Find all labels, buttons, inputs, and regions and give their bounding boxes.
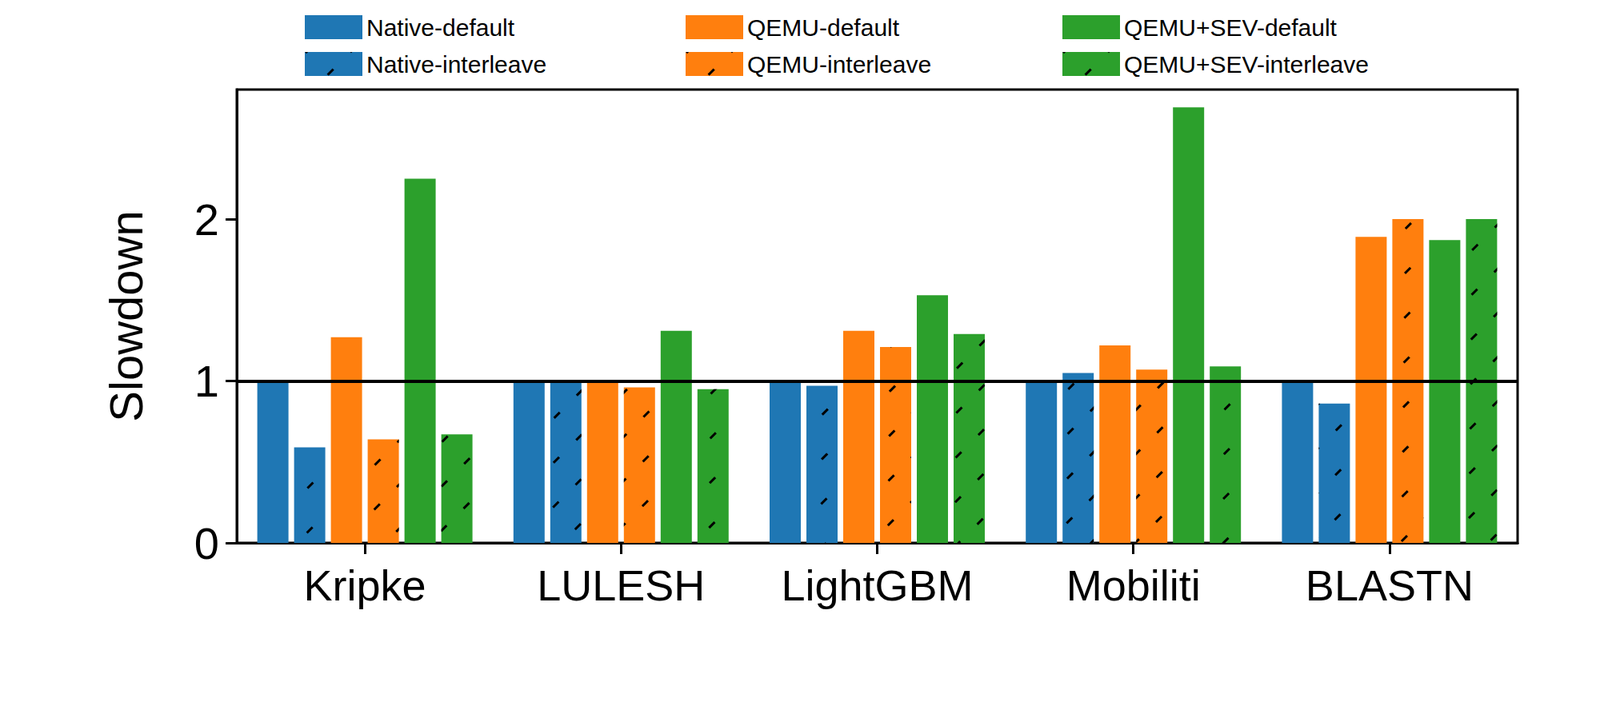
svg-text:LULESH: LULESH: [536, 561, 705, 610]
svg-text:QEMU-default: QEMU-default: [747, 14, 900, 41]
svg-text:2: 2: [194, 194, 220, 245]
svg-text:QEMU+SEV-interleave: QEMU+SEV-interleave: [1124, 51, 1369, 78]
svg-text:1: 1: [194, 356, 220, 407]
svg-text:LightGBM: LightGBM: [780, 561, 973, 610]
svg-text:Mobiliti: Mobiliti: [1066, 561, 1201, 610]
svg-text:Native-default: Native-default: [366, 14, 516, 41]
svg-text:Slowdown: Slowdown: [100, 210, 152, 422]
svg-text:QEMU-interleave: QEMU-interleave: [747, 51, 932, 78]
svg-text:Kripke: Kripke: [304, 561, 427, 610]
svg-text:Native-interleave: Native-interleave: [366, 51, 547, 78]
svg-text:BLASTN: BLASTN: [1305, 561, 1474, 610]
svg-text:0: 0: [194, 518, 220, 569]
svg-text:QEMU+SEV-default: QEMU+SEV-default: [1124, 14, 1338, 41]
